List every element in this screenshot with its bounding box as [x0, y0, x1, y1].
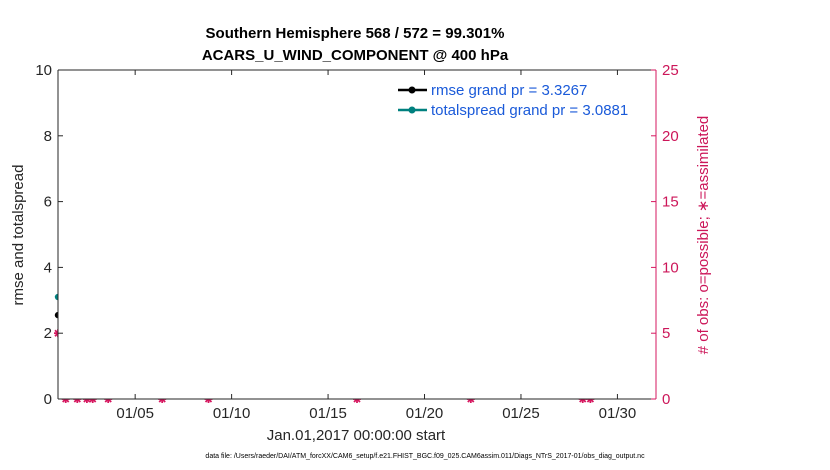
legend-spread-marker — [408, 106, 416, 114]
right-axis-ticks: 0 5 10 15 20 25 — [651, 62, 679, 408]
chart-title: Southern Hemisphere 568 / 572 = 99.301% — [206, 25, 505, 42]
y-tick-label: 0 — [44, 391, 52, 408]
y-right-tick-label: 0 — [662, 391, 670, 408]
y-right-tick-label: 20 — [662, 128, 679, 145]
x-tick-label: 01/30 — [599, 405, 637, 422]
y-tick-label: 6 — [44, 194, 52, 211]
y-right-tick-label: 5 — [662, 325, 670, 342]
x-axis-label: Jan.01,2017 00:00:00 start — [267, 427, 446, 444]
plot-background — [58, 70, 656, 399]
legend-rmse-label: rmse grand pr = 3.3267 — [431, 82, 587, 99]
y-tick-label: 10 — [35, 62, 52, 79]
y-tick-label: 2 — [44, 325, 52, 342]
y-right-tick-label: 10 — [662, 259, 679, 276]
x-axis-ticks: 01/05 01/10 01/15 01/20 01/25 01/30 — [116, 70, 636, 422]
x-tick-label: 01/10 — [213, 405, 251, 422]
y-axis-right-label: # of obs: o=possible; ∗=assimilated — [695, 116, 712, 355]
left-axis-ticks: 0 2 4 6 8 10 — [35, 62, 63, 408]
chart-subtitle: ACARS_U_WIND_COMPONENT @ 400 hPa — [202, 47, 509, 64]
x-tick-label: 01/15 — [309, 405, 347, 422]
axes — [57, 69, 657, 400]
y-axis-label: rmse and totalspread — [10, 165, 27, 306]
x-tick-label: 01/05 — [116, 405, 154, 422]
x-tick-label: 01/20 — [406, 405, 444, 422]
y-tick-label: 8 — [44, 128, 52, 145]
x-tick-label: 01/25 — [502, 405, 540, 422]
y-right-tick-label: 25 — [662, 62, 679, 79]
legend-spread-label: totalspread grand pr = 3.0881 — [431, 102, 628, 119]
footnote: data file: /Users/raeder/DAI/ATM_forcXX/… — [205, 453, 645, 460]
y-right-tick-label: 15 — [662, 194, 679, 211]
legend: rmse grand pr = 3.3267 totalspread grand… — [393, 78, 647, 124]
legend-box — [393, 78, 647, 124]
y-tick-label: 4 — [44, 259, 52, 276]
legend-rmse-marker — [408, 86, 416, 94]
